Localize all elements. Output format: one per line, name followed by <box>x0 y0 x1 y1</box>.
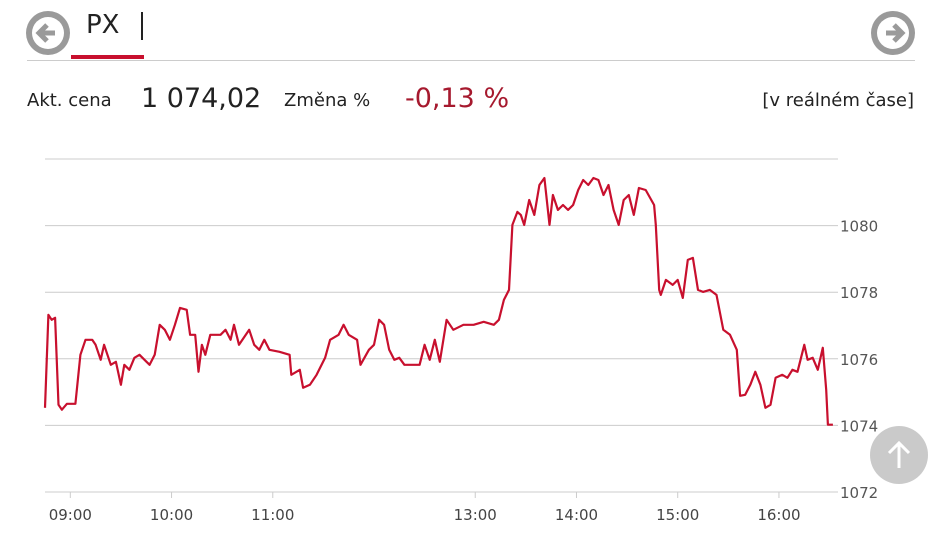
y-tick-label: 1078 <box>840 284 878 302</box>
x-tick-label: 09:00 <box>49 506 92 524</box>
divider <box>27 60 915 61</box>
price-label: Akt. cena <box>27 90 112 111</box>
y-tick-label: 1072 <box>840 484 878 502</box>
x-tick-label: 11:00 <box>251 506 294 524</box>
y-tick-label: 1074 <box>840 417 878 435</box>
price-line <box>43 176 833 426</box>
back-button[interactable] <box>25 10 71 56</box>
tab-underline <box>71 55 144 59</box>
x-tick-label: 14:00 <box>555 506 598 524</box>
x-tick-label: 10:00 <box>150 506 193 524</box>
change: -0,13 % <box>405 83 510 114</box>
change-label: Změna % <box>284 90 371 111</box>
forward-button[interactable] <box>870 10 916 56</box>
tab-label[interactable]: PX <box>86 10 120 40</box>
x-tick-label: 16:00 <box>757 506 800 524</box>
y-tick-label: 1076 <box>840 351 878 369</box>
x-tick-label: 15:00 <box>656 506 699 524</box>
realtime-note: [v reálném čase] <box>762 90 914 111</box>
y-tick-label: 1080 <box>840 218 878 236</box>
text-cursor <box>141 12 143 40</box>
scroll-top-button[interactable] <box>869 425 929 485</box>
x-tick-label: 13:00 <box>454 506 497 524</box>
price: 1 074,02 <box>141 83 262 114</box>
